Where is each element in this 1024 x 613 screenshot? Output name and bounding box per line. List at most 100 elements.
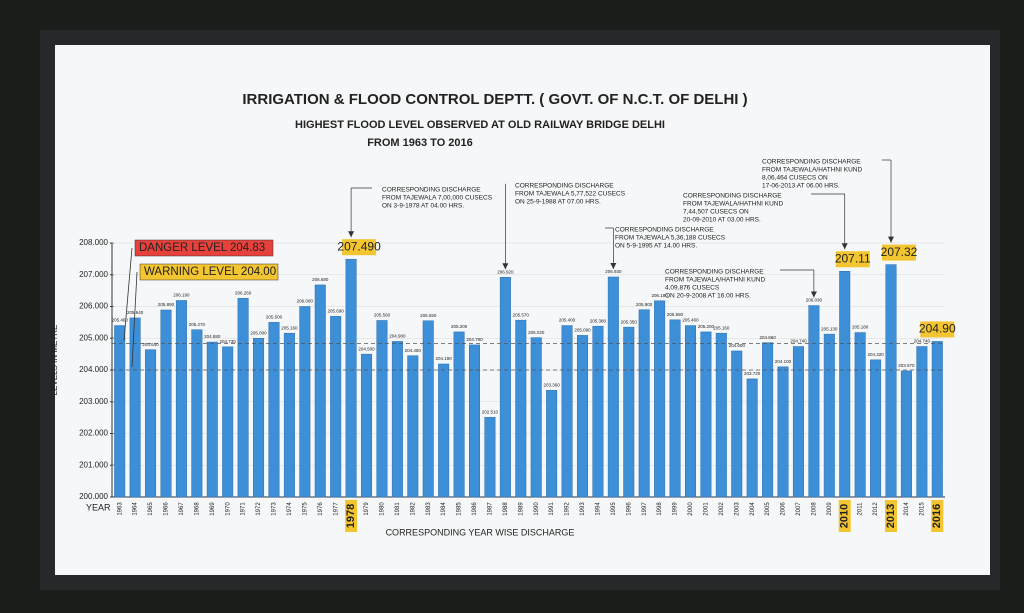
bar xyxy=(700,331,712,498)
x-tick-label: 1998 xyxy=(657,502,663,516)
x-tick-label: 1988 xyxy=(503,502,509,516)
x-tick-label: 1970 xyxy=(225,502,231,516)
bar xyxy=(361,353,373,498)
x-tick-label: 1986 xyxy=(472,502,478,516)
bar xyxy=(114,325,126,498)
value-label: 204.100 xyxy=(775,359,792,364)
x-tick-label: 2004 xyxy=(750,502,756,516)
value-label: 204.860 xyxy=(759,335,776,340)
y-tick-label: 208.000 xyxy=(79,238,108,247)
bar xyxy=(175,300,187,498)
bar xyxy=(561,325,573,498)
value-label-box xyxy=(342,239,377,256)
value-label: 205.160 xyxy=(281,325,298,330)
bar xyxy=(191,329,203,498)
y-tick-label: 206.000 xyxy=(79,302,108,311)
x-tick-label: 1996 xyxy=(626,502,632,516)
x-tick-label: 1963 xyxy=(117,502,123,516)
footer-label: CORRESPONDING YEAR WISE DISCHARGE xyxy=(386,527,575,537)
x-tick-label: 2002 xyxy=(719,502,725,516)
x-tick-label: 2012 xyxy=(873,502,879,516)
year-label-box xyxy=(345,500,358,532)
value-label: 205.180 xyxy=(852,325,869,330)
x-tick-label: 1989 xyxy=(518,502,524,516)
x-tick-label: 1999 xyxy=(673,502,679,516)
x-tick-label: 1992 xyxy=(565,502,571,516)
value-label: 204.900 xyxy=(389,334,406,339)
bar xyxy=(515,319,527,498)
value-label: 203.720 xyxy=(744,371,761,376)
value-label: 204.190 xyxy=(436,356,453,361)
bar xyxy=(222,346,234,498)
value-label: 205.400 xyxy=(112,318,129,323)
annotation-text: CORRESPONDING DISCHARGE xyxy=(382,187,481,194)
annotation-text: 17-06-2013 AT 06.00 HRS. xyxy=(762,183,840,190)
x-tick-label: 2010 xyxy=(839,504,851,528)
value-label: 205.400 xyxy=(559,318,576,323)
annotation-text: FROM TAJEWALA/HATHNI KUND xyxy=(665,277,765,284)
value-label: 207.11 xyxy=(835,251,871,265)
bar xyxy=(345,258,357,498)
year-label-box xyxy=(931,500,944,532)
bar xyxy=(607,276,619,498)
x-axis-label: YEAR xyxy=(86,502,111,512)
bar xyxy=(839,271,851,498)
x-tick-label: 1976 xyxy=(318,502,324,516)
value-label: 205.020 xyxy=(528,330,545,335)
bar xyxy=(900,370,912,498)
arrow-head xyxy=(502,263,509,270)
annotation-text: ON 20-9-2008 AT 16.00 HRS. xyxy=(665,293,751,300)
value-label: 205.640 xyxy=(127,310,144,315)
value-label: 205.350 xyxy=(621,319,638,324)
x-tick-label: 1978 xyxy=(345,504,357,528)
x-tick-label: 1984 xyxy=(441,502,447,516)
chart-title: IRRIGATION & FLOOD CONTROL DEPTT. ( GOVT… xyxy=(242,91,747,108)
x-tick-label: 2007 xyxy=(796,502,802,516)
value-label: 205.130 xyxy=(821,326,838,331)
bar xyxy=(391,341,403,498)
bar xyxy=(253,338,265,498)
x-tick-label: 1964 xyxy=(133,502,139,516)
x-tick-label: 1968 xyxy=(194,502,200,516)
bar xyxy=(885,264,897,498)
x-tick-label: 2003 xyxy=(734,502,740,516)
bar xyxy=(330,316,342,498)
bar xyxy=(623,326,635,498)
warning-level-box xyxy=(139,263,279,281)
annotation-text: FROM TAJEWALA/HATHNI KUND xyxy=(762,167,862,174)
x-tick-label: 1981 xyxy=(395,502,401,516)
pointer-line xyxy=(123,247,133,341)
x-tick-label: 1975 xyxy=(302,502,308,516)
x-tick-label: 2016 xyxy=(931,504,943,528)
x-tick-label: 2009 xyxy=(827,502,833,516)
value-label: 204.790 xyxy=(466,337,483,342)
x-tick-label: 1971 xyxy=(241,502,247,516)
annotation-text: FROM TAJEWALA 7,00,000 CUSECS xyxy=(382,195,493,202)
bar xyxy=(438,363,450,498)
value-label: 205.270 xyxy=(189,322,206,327)
annotation-text: 20-09-2010 AT 03.00 HRS. xyxy=(683,217,761,224)
annotation-text: 8,06,464 CUSECS ON xyxy=(762,175,828,182)
bar xyxy=(422,320,434,498)
bar xyxy=(715,332,727,498)
annotation-text: CORRESPONDING DISCHARGE xyxy=(515,183,614,190)
value-label: 205.900 xyxy=(636,302,653,307)
y-tick-label: 203.000 xyxy=(79,397,108,406)
x-tick-label: 2015 xyxy=(919,502,925,516)
value-label: 206.180 xyxy=(651,293,668,298)
arrow-head xyxy=(888,236,895,243)
annotation-text: FROM TAJEWALA/HATHNI KUND xyxy=(683,201,783,208)
x-tick-label: 2013 xyxy=(885,504,897,528)
annotation-text: FROM TAJEWALA 5,36,188 CUSECS xyxy=(615,235,726,242)
bar xyxy=(499,277,511,498)
annotation-text: CORRESPONDING DISCHARGE xyxy=(762,159,861,166)
x-tick-label: 1982 xyxy=(410,502,416,516)
annotation-text: FROM TAJEWALA 5,77,522 CUSECS xyxy=(515,191,626,198)
value-label: 206.930 xyxy=(605,269,622,274)
y-tick-label: 202.000 xyxy=(79,429,108,438)
value-label: 205.690 xyxy=(328,309,345,314)
value-label: 203.970 xyxy=(898,363,915,368)
chart-period: FROM 1963 TO 2016 xyxy=(367,137,473,149)
value-label: 206.000 xyxy=(297,299,314,304)
bar xyxy=(684,325,696,498)
